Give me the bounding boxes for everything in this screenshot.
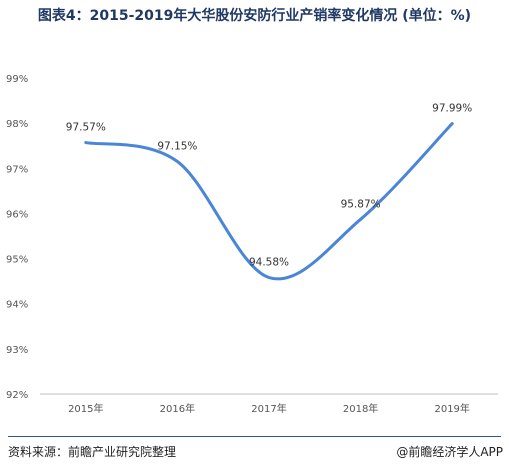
chart-title: 图表4：2015-2019年大华股份安防行业产销率变化情况 (单位：%) [37, 8, 472, 24]
y-tick-label: 95% [6, 255, 28, 266]
x-tick-label: 2015年 [68, 402, 103, 415]
brand-credit: @前瞻经济学人APP [396, 445, 503, 459]
x-tick-label: 2016年 [160, 402, 195, 415]
data-label: 95.87% [341, 198, 381, 210]
x-axis: 2015年 2016年 2017年 2018年 2019年 [68, 402, 470, 415]
x-tick-label: 2017年 [251, 402, 286, 415]
x-tick-label: 2019年 [434, 402, 469, 415]
y-tick-label: 99% [6, 74, 28, 85]
y-axis: 92% 93% 94% 95% 96% 97% 98% 99% [6, 74, 28, 401]
data-label: 97.99% [432, 103, 472, 115]
x-tick-label: 2018年 [343, 402, 378, 415]
y-tick-label: 96% [6, 209, 28, 220]
y-tick-label: 94% [6, 300, 28, 311]
data-label: 94.58% [249, 257, 289, 269]
series-line [84, 122, 454, 281]
footer-divider [8, 436, 501, 437]
source-note: 资料来源：前瞻产业研究院整理 [8, 445, 177, 459]
y-tick-label: 92% [6, 390, 28, 401]
data-label: 97.15% [157, 141, 197, 153]
data-labels: 97.57% 97.15% 94.58% 95.87% 97.99% [66, 103, 472, 269]
y-tick-label: 97% [6, 164, 28, 175]
data-label: 97.57% [66, 122, 106, 134]
y-tick-label: 93% [6, 345, 28, 356]
y-tick-label: 98% [6, 119, 28, 130]
